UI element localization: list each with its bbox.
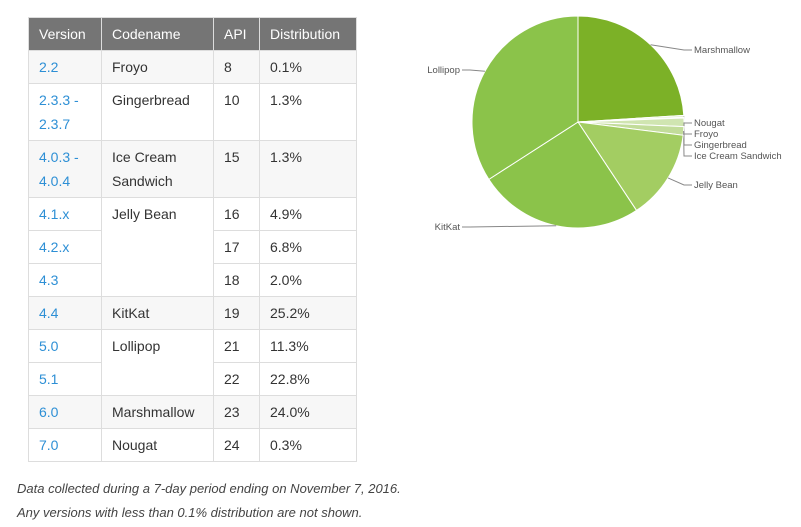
leader-line: [462, 225, 557, 228]
slice-label: Jelly Bean: [694, 180, 738, 191]
table-row: 2.3.3 - 2.3.7 Gingerbread 10 1.3%: [28, 83, 357, 141]
leader-line: [462, 69, 485, 72]
version-link[interactable]: 4.1.x: [28, 197, 102, 231]
codename-cell: Marshmallow: [101, 395, 214, 429]
pie-slice-jelly-bean: [576, 121, 684, 212]
distribution-table: Version Codename API Distribution 2.2 Fr…: [28, 17, 357, 462]
leader-line: [683, 116, 692, 124]
slice-label: KitKat: [435, 222, 461, 233]
version-link[interactable]: 5.1: [28, 362, 102, 396]
distribution-cell: 1.3%: [259, 83, 357, 141]
distribution-cell: 1.3%: [259, 140, 357, 198]
distribution-cell: 2.0%: [259, 263, 357, 297]
leader-line: [667, 177, 692, 186]
table-row: 4.3 18 2.0%: [28, 263, 357, 297]
api-cell: 21: [213, 329, 260, 363]
distribution-cell: 11.3%: [259, 329, 357, 363]
table-row: 4.2.x 17 6.8%: [28, 230, 357, 264]
slice-label: Ice Cream Sandwich: [694, 151, 782, 162]
data-collection-note: Data collected during a 7-day period end…: [17, 481, 401, 496]
version-link[interactable]: 7.0: [28, 428, 102, 462]
table-row: 7.0 Nougat 24 0.3%: [28, 428, 357, 462]
codename-cell: Froyo: [101, 50, 214, 84]
distribution-cell: 4.9%: [259, 197, 357, 231]
version-link[interactable]: 4.2.x: [28, 230, 102, 264]
distribution-cell: 22.8%: [259, 362, 357, 396]
codename-cell: Lollipop: [101, 329, 214, 396]
header-codename: Codename: [101, 17, 214, 51]
version-link[interactable]: 4.3: [28, 263, 102, 297]
codename-cell: Gingerbread: [101, 83, 214, 141]
codename-cell: Nougat: [101, 428, 214, 462]
version-link[interactable]: 5.0: [28, 329, 102, 363]
api-cell: 22: [213, 362, 260, 396]
api-cell: 10: [213, 83, 260, 141]
api-cell: 15: [213, 140, 260, 198]
distribution-cell: 0.1%: [259, 50, 357, 84]
slice-label: Froyo: [694, 129, 718, 140]
version-link[interactable]: 6.0: [28, 395, 102, 429]
distribution-cell: 24.0%: [259, 395, 357, 429]
codename-cell: KitKat: [101, 296, 214, 330]
table-row: 5.0 Lollipop 21 11.3%: [28, 329, 357, 396]
version-link[interactable]: 2.2: [28, 50, 102, 84]
header-version: Version: [28, 17, 102, 51]
table-row: 2.2 Froyo 8 0.1%: [28, 50, 357, 84]
threshold-note: Any versions with less than 0.1% distrib…: [17, 505, 363, 520]
codename-cell: Ice Cream Sandwich: [101, 140, 214, 198]
distribution-cell: 25.2%: [259, 296, 357, 330]
table-row: 5.1 22 22.8%: [28, 362, 357, 396]
pie-slice-marshmallow: [577, 15, 685, 123]
slice-label: Nougat: [694, 118, 725, 129]
api-cell: 19: [213, 296, 260, 330]
version-link[interactable]: 4.0.3 - 4.0.4: [28, 140, 102, 198]
api-cell: 24: [213, 428, 260, 462]
leader-line: [683, 130, 692, 157]
version-link[interactable]: 4.4: [28, 296, 102, 330]
table-row: 6.0 Marshmallow 23 24.0%: [28, 395, 357, 429]
header-distribution: Distribution: [259, 17, 357, 51]
distribution-cell: 0.3%: [259, 428, 357, 462]
distribution-cell: 6.8%: [259, 230, 357, 264]
api-cell: 17: [213, 230, 260, 264]
slice-label: Lollipop: [427, 65, 460, 76]
slice-label: Gingerbread: [694, 140, 747, 151]
leader-line: [650, 44, 692, 51]
codename-cell: Jelly Bean: [101, 197, 214, 297]
api-cell: 23: [213, 395, 260, 429]
slice-label: Marshmallow: [694, 45, 750, 56]
header-api: API: [213, 17, 260, 51]
api-cell: 8: [213, 50, 260, 84]
api-cell: 18: [213, 263, 260, 297]
table-row: 4.4 KitKat 19 25.2%: [28, 296, 357, 330]
table-row: 4.0.3 - 4.0.4 Ice Cream Sandwich 15 1.3%: [28, 140, 357, 198]
table-header-row: Version Codename API Distribution: [28, 17, 357, 51]
leader-line: [683, 117, 692, 135]
pie-slice-lollipop: [471, 15, 579, 181]
table-row: 4.1.x Jelly Bean 16 4.9%: [28, 197, 357, 297]
api-cell: 16: [213, 197, 260, 231]
version-link[interactable]: 2.3.3 - 2.3.7: [28, 83, 102, 141]
